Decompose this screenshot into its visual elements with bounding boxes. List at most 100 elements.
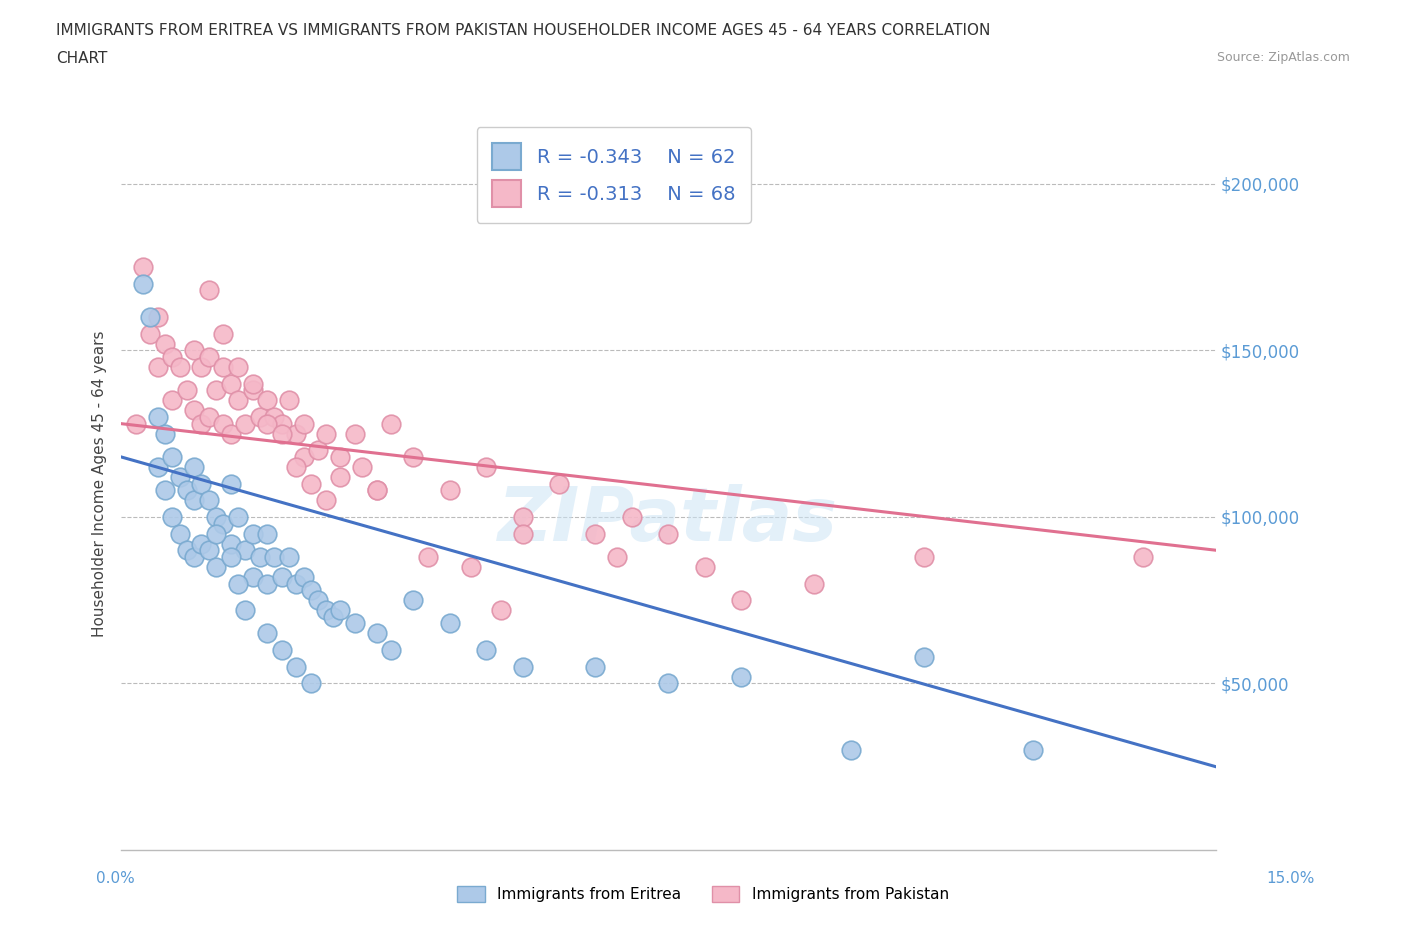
Point xyxy=(329,449,352,464)
Point xyxy=(343,426,366,441)
Text: 15.0%: 15.0% xyxy=(1267,871,1315,886)
Point xyxy=(263,550,285,565)
Point xyxy=(212,516,235,531)
Point xyxy=(197,350,219,365)
Point xyxy=(439,616,461,631)
Point xyxy=(256,526,278,541)
Point xyxy=(153,337,176,352)
Point xyxy=(730,592,752,607)
Point xyxy=(270,643,292,658)
Point xyxy=(299,583,322,598)
Y-axis label: Householder Income Ages 45 - 64 years: Householder Income Ages 45 - 64 years xyxy=(93,330,107,637)
Legend: R = -0.343    N = 62, R = -0.313    N = 68: R = -0.343 N = 62, R = -0.313 N = 68 xyxy=(477,127,751,223)
Point xyxy=(162,449,184,464)
Point xyxy=(153,426,176,441)
Point xyxy=(270,569,292,584)
Point xyxy=(912,649,935,664)
Point xyxy=(307,592,329,607)
Point xyxy=(350,459,373,474)
Point xyxy=(380,417,402,432)
Point xyxy=(233,543,256,558)
Point xyxy=(585,659,607,674)
Point xyxy=(219,426,242,441)
Point xyxy=(183,343,205,358)
Point xyxy=(162,392,184,407)
Text: ZIPatlas: ZIPatlas xyxy=(498,484,838,557)
Point xyxy=(219,377,242,392)
Point xyxy=(299,476,322,491)
Text: CHART: CHART xyxy=(56,51,108,66)
Point xyxy=(183,550,205,565)
Point xyxy=(256,392,278,407)
Point xyxy=(1022,742,1045,757)
Point xyxy=(242,377,264,392)
Point xyxy=(197,283,219,298)
Point xyxy=(233,417,256,432)
Point xyxy=(176,383,198,398)
Point xyxy=(226,510,249,525)
Point xyxy=(730,670,752,684)
Point xyxy=(322,609,344,624)
Point xyxy=(226,392,249,407)
Point xyxy=(343,616,366,631)
Point xyxy=(162,350,184,365)
Point xyxy=(585,526,607,541)
Point xyxy=(315,426,337,441)
Point xyxy=(169,526,191,541)
Point xyxy=(278,550,301,565)
Point xyxy=(380,643,402,658)
Point xyxy=(278,392,301,407)
Point xyxy=(285,576,308,591)
Point xyxy=(219,476,242,491)
Point xyxy=(146,409,169,424)
Point xyxy=(146,310,169,325)
Point xyxy=(657,676,679,691)
Point xyxy=(489,603,512,618)
Point xyxy=(242,383,264,398)
Point xyxy=(416,550,439,565)
Point xyxy=(183,459,205,474)
Point xyxy=(475,643,498,658)
Point xyxy=(249,550,271,565)
Point xyxy=(205,383,228,398)
Point xyxy=(132,259,155,274)
Point xyxy=(153,483,176,498)
Point xyxy=(249,409,271,424)
Point xyxy=(242,526,264,541)
Point xyxy=(315,603,337,618)
Point xyxy=(606,550,628,565)
Point xyxy=(307,443,329,458)
Point xyxy=(139,310,162,325)
Point xyxy=(270,417,292,432)
Point xyxy=(693,560,716,575)
Point xyxy=(292,569,315,584)
Point xyxy=(256,626,278,641)
Point xyxy=(146,360,169,375)
Point xyxy=(292,449,315,464)
Point xyxy=(512,659,534,674)
Point xyxy=(146,459,169,474)
Point xyxy=(292,417,315,432)
Point xyxy=(219,550,242,565)
Legend: Immigrants from Eritrea, Immigrants from Pakistan: Immigrants from Eritrea, Immigrants from… xyxy=(451,880,955,909)
Point xyxy=(212,360,235,375)
Point xyxy=(190,536,212,551)
Point xyxy=(205,510,228,525)
Point xyxy=(197,409,219,424)
Point xyxy=(366,483,388,498)
Point xyxy=(548,476,571,491)
Point xyxy=(219,536,242,551)
Point xyxy=(1132,550,1154,565)
Text: Source: ZipAtlas.com: Source: ZipAtlas.com xyxy=(1216,51,1350,64)
Point xyxy=(912,550,935,565)
Point xyxy=(190,417,212,432)
Point xyxy=(169,470,191,485)
Point xyxy=(263,409,285,424)
Point xyxy=(460,560,482,575)
Point xyxy=(329,470,352,485)
Text: 0.0%: 0.0% xyxy=(96,871,135,886)
Point xyxy=(139,326,162,341)
Point xyxy=(285,459,308,474)
Point xyxy=(183,493,205,508)
Point xyxy=(205,526,228,541)
